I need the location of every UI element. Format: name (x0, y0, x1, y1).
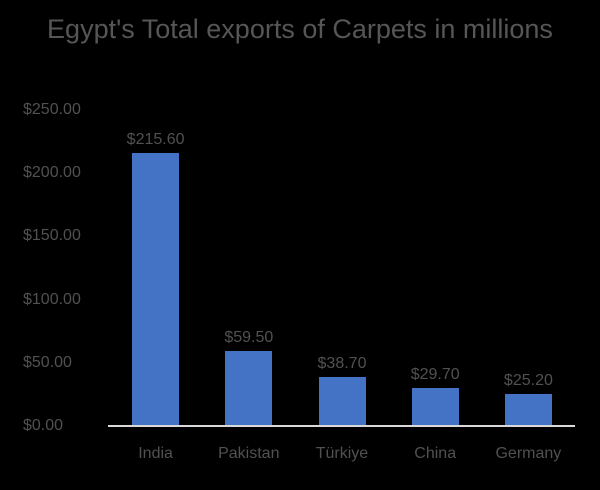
y-tick-label: $150.00 (23, 227, 81, 245)
x-axis-line (108, 425, 575, 427)
y-tick-label: $0.00 (23, 417, 64, 434)
bar-china (411, 388, 459, 426)
bar-value-label: $25.20 (503, 372, 553, 390)
y-tick-label: $200.00 (23, 164, 81, 182)
x-tick-label-germany: Germany (495, 445, 562, 462)
bar-germany (504, 394, 552, 426)
x-tick-label-india: India (138, 445, 173, 462)
bar-value-label: $59.50 (224, 328, 274, 346)
bar-value-label: $29.70 (410, 366, 460, 384)
x-tick-label-türkiye: Türkiye (315, 445, 369, 462)
y-tick-label: $50.00 (23, 353, 72, 371)
bar-türkiye (318, 377, 366, 426)
bar-pakistan (225, 350, 273, 426)
x-tick-label-china: China (414, 445, 457, 462)
y-tick-label: $250.00 (23, 101, 81, 118)
bar-india (132, 153, 180, 426)
bar-value-label: $215.60 (126, 131, 185, 149)
bar-value-label: $38.70 (317, 355, 367, 373)
chart-title: Egypt's Total exports of Carpets in mill… (47, 14, 553, 44)
y-tick-label: $100.00 (23, 290, 81, 308)
x-tick-label-pakistan: Pakistan (218, 445, 280, 462)
